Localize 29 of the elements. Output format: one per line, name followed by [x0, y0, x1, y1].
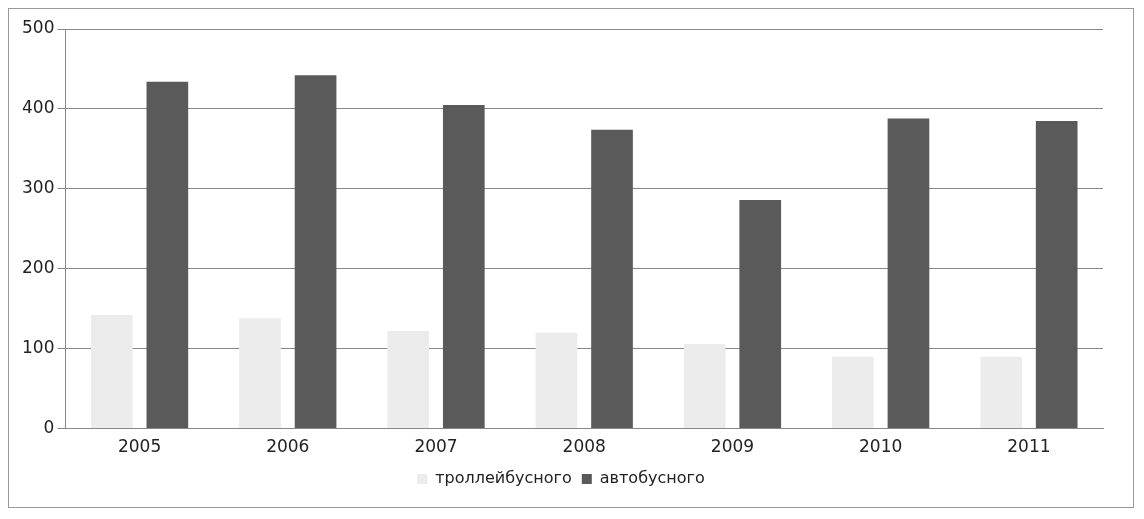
x-tick-label: 2005: [117, 436, 162, 457]
bar: [442, 104, 485, 429]
legend-label: автобусного: [599, 468, 705, 488]
bar: [683, 343, 726, 429]
bar: [980, 356, 1022, 429]
bar: [90, 315, 133, 429]
bar: [239, 318, 281, 429]
bar: [832, 356, 874, 429]
bar: [146, 81, 189, 429]
bar: [294, 75, 337, 429]
x-tick-label: 2006: [266, 436, 310, 457]
x-tick-label: 2011: [1007, 436, 1051, 457]
y-tick-label: 400: [21, 97, 55, 118]
y-tick-label: 200: [21, 257, 55, 278]
y-tick-label: 500: [21, 17, 55, 38]
bar: [1035, 120, 1078, 429]
x-tick-label: 2008: [562, 436, 606, 457]
x-tick-label: 2007: [414, 436, 458, 457]
bar: [387, 331, 430, 429]
bar: [535, 332, 578, 429]
bar: [887, 118, 930, 429]
bar: [739, 200, 782, 429]
x-tick-label: 2010: [859, 436, 903, 457]
bar: [591, 129, 633, 429]
y-tick-label: 0: [43, 417, 55, 438]
y-tick-label: 300: [21, 177, 55, 198]
y-tick-label: 100: [21, 337, 55, 358]
legend-label: троллейбусного: [435, 468, 572, 488]
x-tick-label: 2009: [710, 436, 755, 457]
